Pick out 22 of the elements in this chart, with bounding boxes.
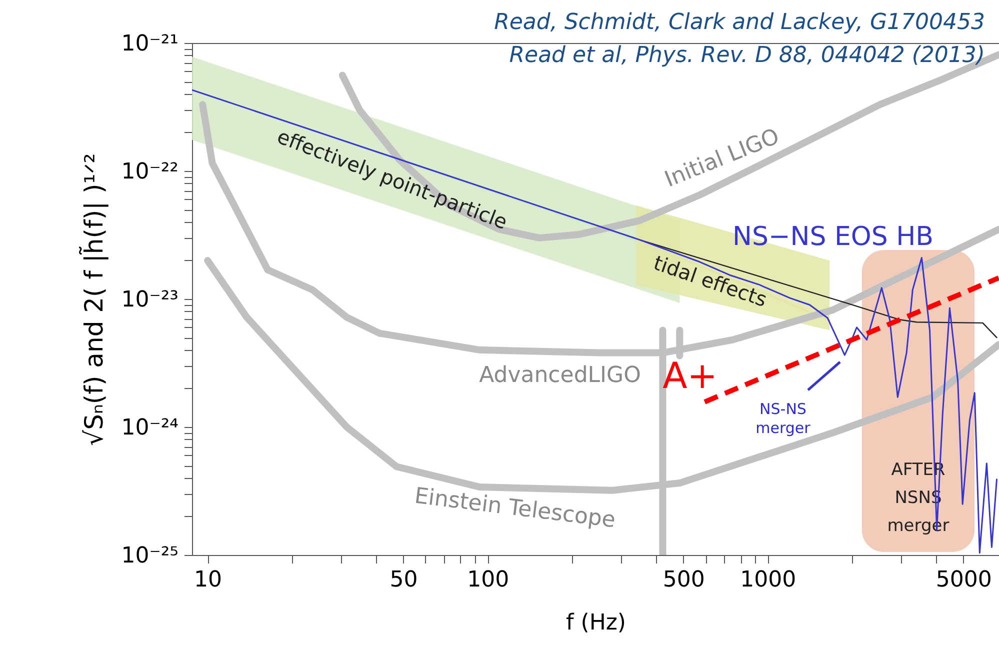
y-axis-title: √Sₙ(f) and 2( f |h̃(f)| )¹ᐟ² <box>78 153 108 446</box>
series-label: NS−NS EOS HB <box>732 222 934 252</box>
annotation: NS-NS merger <box>756 400 812 437</box>
y-tick-label: 10⁻²³ <box>121 288 178 312</box>
text: Initial LIGO <box>661 124 783 193</box>
annotation: Read et al, Phys. Rev. D 88, 044042 (2013) <box>509 43 985 68</box>
y-tick-label: 10⁻²⁴ <box>121 416 179 440</box>
x-tick-label: 1000 <box>740 568 796 592</box>
text: Read, Schmidt, Clark and Lackey, G1700453 <box>494 10 985 35</box>
x-tick-label: 100 <box>467 568 510 592</box>
y-tick-label: 10⁻²² <box>121 160 178 184</box>
series-label: A+ <box>662 356 718 397</box>
y-tick-label: 10⁻²¹ <box>121 32 178 56</box>
y-tick-label: 10⁻²⁵ <box>121 544 178 568</box>
text: tidal effects <box>650 250 770 312</box>
x-tick-label: 50 <box>390 568 418 592</box>
text: Einstein Telescope <box>413 484 617 534</box>
x-tick-label: 5000 <box>936 568 992 592</box>
x-axis-title: f (Hz) <box>566 610 626 636</box>
x-tick-label: 500 <box>662 568 705 592</box>
series-label: AdvancedLIGO <box>479 363 641 388</box>
x-tick-label: 10 <box>194 568 222 592</box>
